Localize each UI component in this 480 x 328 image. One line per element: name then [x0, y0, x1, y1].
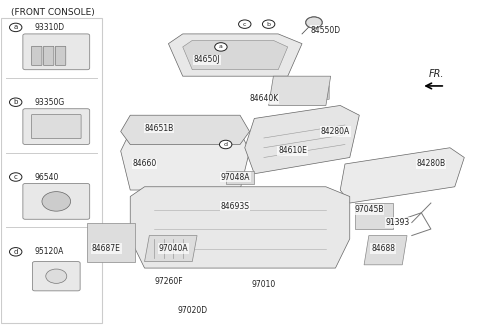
Text: a: a — [219, 44, 223, 50]
Text: FR.: FR. — [429, 70, 444, 79]
Text: 93310D: 93310D — [35, 23, 65, 32]
Polygon shape — [364, 236, 407, 265]
Text: 95120A: 95120A — [35, 247, 64, 256]
Text: 97020D: 97020D — [177, 306, 207, 315]
FancyBboxPatch shape — [315, 85, 329, 100]
Text: 97260F: 97260F — [154, 277, 183, 286]
Text: 97048A: 97048A — [220, 173, 250, 181]
Text: 84688: 84688 — [371, 244, 395, 253]
Text: 84687E: 84687E — [92, 244, 121, 253]
Text: 97010: 97010 — [252, 280, 276, 289]
FancyBboxPatch shape — [55, 46, 66, 66]
Text: 84650J: 84650J — [193, 55, 220, 64]
FancyBboxPatch shape — [296, 85, 310, 100]
Text: c: c — [14, 174, 18, 180]
Text: 84550D: 84550D — [311, 26, 341, 35]
Text: 84280B: 84280B — [416, 159, 445, 169]
Text: 91393: 91393 — [385, 218, 409, 227]
FancyBboxPatch shape — [43, 46, 54, 66]
Text: 93350G: 93350G — [35, 98, 65, 107]
Circle shape — [46, 269, 67, 283]
Polygon shape — [120, 115, 250, 145]
Polygon shape — [130, 187, 350, 268]
Polygon shape — [245, 106, 360, 174]
Polygon shape — [144, 236, 197, 261]
Text: 97040A: 97040A — [158, 244, 188, 253]
Text: 84610E: 84610E — [278, 147, 307, 155]
Polygon shape — [340, 148, 464, 203]
Circle shape — [215, 43, 227, 51]
Text: c: c — [243, 22, 247, 27]
Polygon shape — [135, 122, 206, 145]
Circle shape — [263, 20, 275, 29]
FancyBboxPatch shape — [23, 34, 90, 70]
FancyBboxPatch shape — [23, 183, 90, 219]
Polygon shape — [87, 222, 135, 261]
Circle shape — [305, 17, 323, 29]
Polygon shape — [120, 132, 250, 190]
Text: 84640K: 84640K — [249, 94, 278, 103]
FancyBboxPatch shape — [23, 109, 90, 145]
Text: d: d — [13, 249, 18, 255]
FancyBboxPatch shape — [32, 46, 42, 66]
Text: b: b — [266, 22, 271, 27]
FancyBboxPatch shape — [32, 114, 81, 139]
Text: 97045B: 97045B — [354, 205, 384, 214]
Polygon shape — [269, 76, 331, 106]
Circle shape — [239, 20, 251, 29]
Text: 84660: 84660 — [132, 159, 156, 169]
FancyBboxPatch shape — [33, 261, 80, 291]
Polygon shape — [183, 40, 288, 70]
Text: 84651B: 84651B — [144, 124, 173, 133]
FancyBboxPatch shape — [277, 85, 291, 100]
Polygon shape — [168, 34, 302, 76]
Text: (FRONT CONSOLE): (FRONT CONSOLE) — [11, 8, 95, 17]
Text: b: b — [13, 99, 18, 105]
Text: d: d — [224, 142, 228, 147]
FancyBboxPatch shape — [1, 18, 102, 323]
Polygon shape — [226, 171, 254, 183]
Text: 84280A: 84280A — [321, 127, 350, 136]
Text: a: a — [13, 24, 18, 31]
Text: 96540: 96540 — [35, 173, 59, 181]
Circle shape — [42, 192, 71, 211]
Circle shape — [219, 140, 232, 149]
Text: 84693S: 84693S — [221, 202, 250, 211]
Polygon shape — [355, 203, 393, 229]
